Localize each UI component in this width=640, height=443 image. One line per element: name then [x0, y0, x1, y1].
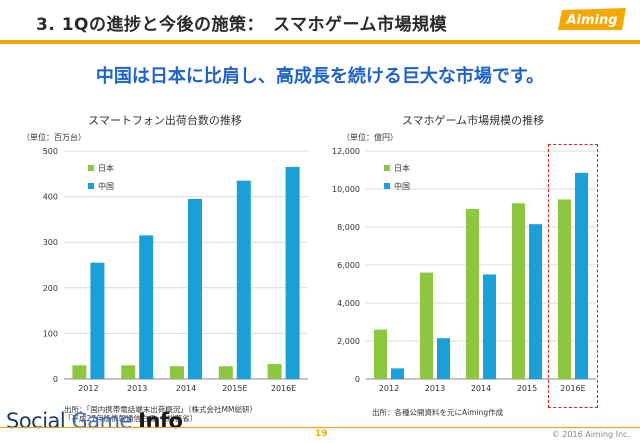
- unit-label: （単位：億円）: [342, 133, 398, 142]
- market-plot: 0 2,000 4,000 6,000 8,000 10,000 12,000 2012 201…: [332, 147, 596, 393]
- legend-swatch: [88, 165, 94, 171]
- watermark-part: Game: [71, 409, 139, 433]
- bar-japan: [170, 366, 184, 379]
- market-size-chart: スマホゲーム市場規模の推移 （単位：億円） 0 2,000 4,000 6,000 8,…: [328, 112, 618, 412]
- aiming-logo: Aiming: [558, 8, 626, 30]
- legend-label: 日本: [98, 163, 114, 173]
- y-tick-label: 2,000: [337, 337, 360, 346]
- page-number: 19: [315, 429, 328, 439]
- bar-china: [437, 338, 450, 379]
- y-tick-label: 8,000: [337, 223, 360, 232]
- source-line: 出所：「国内携帯電話端末出荷概況」（株式会社MM総研）: [64, 405, 257, 414]
- source-line: 「平成27年版情報通信白書」（総務省）: [64, 414, 198, 423]
- x-tick-label: 2015E: [222, 384, 247, 393]
- bar-japan: [420, 272, 433, 379]
- x-tick-label: 2013: [127, 384, 147, 393]
- y-tick-label: 100: [43, 329, 58, 338]
- footer-divider: [0, 427, 640, 428]
- bar-japan: [121, 365, 136, 379]
- x-tick-label: 2012: [78, 384, 98, 393]
- y-tick-label: 300: [43, 238, 58, 247]
- watermark-part: Info: [138, 409, 183, 433]
- legend-swatch: [88, 183, 94, 189]
- x-tick-label: 2015: [517, 384, 537, 393]
- bar-china: [188, 198, 202, 379]
- bar-japan: [72, 365, 87, 379]
- y-tick-label: 0: [53, 375, 58, 384]
- bar-china: [236, 180, 251, 379]
- bar-china: [90, 262, 105, 379]
- legend-swatch: [384, 165, 390, 171]
- highlight-2016e-box: [548, 144, 598, 408]
- chart-title: スマートフォン出荷台数の推移: [88, 114, 242, 127]
- logo-text: Aiming: [565, 13, 617, 28]
- y-tick-label: 4,000: [337, 299, 360, 308]
- shipment-plot: 0 100 200 300 400 500 2012 2013 2014 2015E 2016E 日本…: [43, 147, 308, 393]
- x-tick-label: 2012: [379, 384, 399, 393]
- bar-china: [139, 235, 154, 379]
- slide-title: 3. 1Qの進捗と今後の施策： スマホゲーム市場規模: [36, 15, 447, 35]
- legend-swatch: [384, 183, 390, 189]
- source-note-left: 出所：「国内携帯電話端末出荷概況」（株式会社MM総研） 「平成27年版情報通信白…: [64, 405, 257, 423]
- header-divider: [0, 40, 640, 44]
- y-tick-label: 12,000: [332, 147, 360, 156]
- shipment-chart: スマートフォン出荷台数の推移 （単位：百万台） 0 100 200 300 400 500…: [20, 112, 310, 412]
- source-note-right: 出所：各種公開資料を元にAiming作成: [372, 408, 504, 417]
- x-tick-label: 2013: [425, 384, 445, 393]
- bar-japan: [267, 363, 282, 379]
- y-tick-label: 500: [43, 147, 58, 156]
- y-tick-label: 0: [355, 375, 360, 384]
- unit-label: （単位：百万台）: [22, 133, 86, 142]
- bar-china: [391, 368, 404, 379]
- bar-japan: [558, 199, 571, 379]
- watermark: Social Game Info: [6, 409, 183, 433]
- bar-japan: [374, 329, 387, 379]
- bar-japan: [218, 366, 233, 379]
- x-tick-label: 2014: [176, 384, 196, 393]
- bar-china: [529, 224, 542, 379]
- headline: 中国は日本に比肩し、高成長を続ける巨大な市場です。: [95, 66, 545, 87]
- logo-badge: [558, 8, 626, 30]
- watermark-part: Social: [6, 409, 72, 433]
- y-tick-label: 400: [43, 193, 58, 202]
- y-tick-label: 10,000: [332, 185, 360, 194]
- x-tick-label: 2016E: [560, 384, 585, 393]
- chart-title: スマホゲーム市場規模の推移: [401, 114, 545, 127]
- bar-japan: [512, 203, 525, 379]
- bar-japan: [466, 208, 479, 379]
- bar-china: [575, 172, 588, 379]
- x-tick-label: 2014: [471, 384, 491, 393]
- copyright: © 2016 Aiming Inc.: [551, 430, 630, 439]
- legend-label: 中国: [98, 181, 114, 191]
- y-tick-label: 6,000: [337, 261, 360, 270]
- y-tick-label: 200: [43, 284, 58, 293]
- bar-china: [483, 274, 496, 379]
- legend-label: 中国: [394, 181, 410, 191]
- legend-label: 日本: [394, 163, 410, 173]
- x-tick-label: 2016E: [271, 384, 296, 393]
- bar-china: [285, 166, 300, 379]
